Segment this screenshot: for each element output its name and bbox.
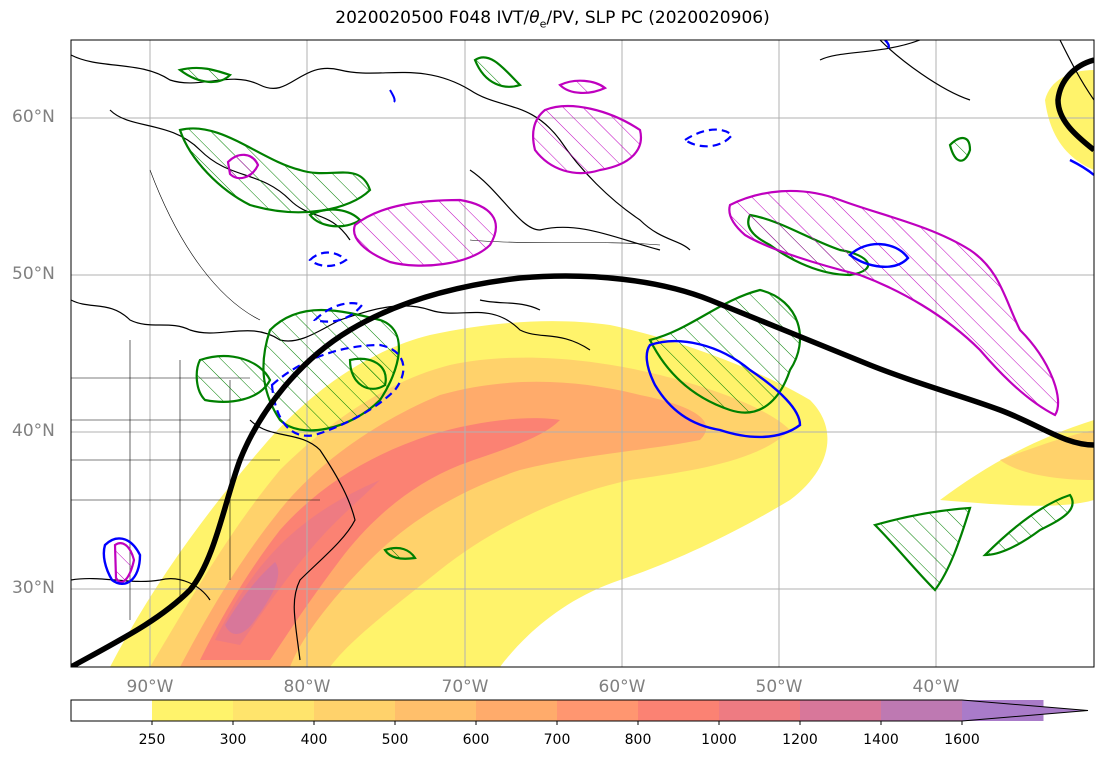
colorbar-tick-label: 250 bbox=[138, 732, 166, 748]
colorbar-segment bbox=[800, 700, 882, 721]
lat-label-50: 50°N bbox=[12, 264, 55, 284]
colorbar-outline bbox=[70, 699, 1089, 722]
colorbar bbox=[70, 699, 1089, 725]
political-borders bbox=[71, 169, 661, 620]
lat-label-30: 30°N bbox=[12, 578, 55, 598]
lat-label-60: 60°N bbox=[12, 107, 55, 127]
colorbar-tick-label: 1000 bbox=[701, 732, 737, 748]
reference-curve bbox=[71, 57, 1094, 667]
lon-label-50w: 50°W bbox=[755, 677, 803, 697]
colorbar-segment bbox=[395, 700, 477, 721]
lon-label-60w: 60°W bbox=[598, 677, 646, 697]
map-frame bbox=[70, 39, 1095, 668]
colorbar-segment bbox=[152, 700, 234, 721]
figure-title: 2020020500 F048 IVT/θe/PV, SLP PC (20200… bbox=[0, 8, 1105, 30]
colorbar-segment bbox=[314, 700, 396, 721]
colorbar-tick-label: 500 bbox=[381, 732, 409, 748]
title-suffix: /PV, SLP PC (2020020906) bbox=[546, 8, 770, 28]
colorbar-tick-label: 1400 bbox=[863, 732, 899, 748]
slp-pc-dashed-contours bbox=[270, 128, 734, 437]
colorbar-segment bbox=[71, 700, 153, 721]
lat-label-40: 40°N bbox=[12, 421, 55, 441]
title-theta: θe bbox=[529, 8, 547, 31]
slp-pc-contours bbox=[102, 40, 1094, 586]
lon-label-40w: 40°W bbox=[912, 677, 960, 697]
colorbar-tick-label: 400 bbox=[300, 732, 328, 748]
colorbar-tick-label: 800 bbox=[624, 732, 652, 748]
colorbar-extend-arrow bbox=[962, 700, 1088, 721]
colorbar-segment bbox=[233, 700, 315, 721]
map-content bbox=[71, 40, 1094, 667]
colorbar-segment bbox=[476, 700, 558, 721]
lon-label-70w: 70°W bbox=[441, 677, 489, 697]
title-prefix: 2020020500 F048 IVT/ bbox=[335, 8, 530, 28]
colorbar-segment bbox=[881, 700, 963, 721]
colorbar-tick-label: 300 bbox=[219, 732, 247, 748]
colorbar-segment bbox=[638, 700, 720, 721]
colorbar-segment bbox=[719, 700, 801, 721]
lon-label-80w: 80°W bbox=[283, 677, 331, 697]
pv-contours bbox=[113, 79, 1060, 584]
colorbar-tick-label: 1600 bbox=[944, 732, 980, 748]
ivt-shading bbox=[110, 70, 1094, 667]
colorbar-segment bbox=[557, 700, 639, 721]
lon-label-90w: 90°W bbox=[126, 677, 174, 697]
colorbar-tick-label: 600 bbox=[462, 732, 490, 748]
colorbar-tick-label: 700 bbox=[543, 732, 571, 748]
colorbar-tick-label: 1200 bbox=[782, 732, 818, 748]
